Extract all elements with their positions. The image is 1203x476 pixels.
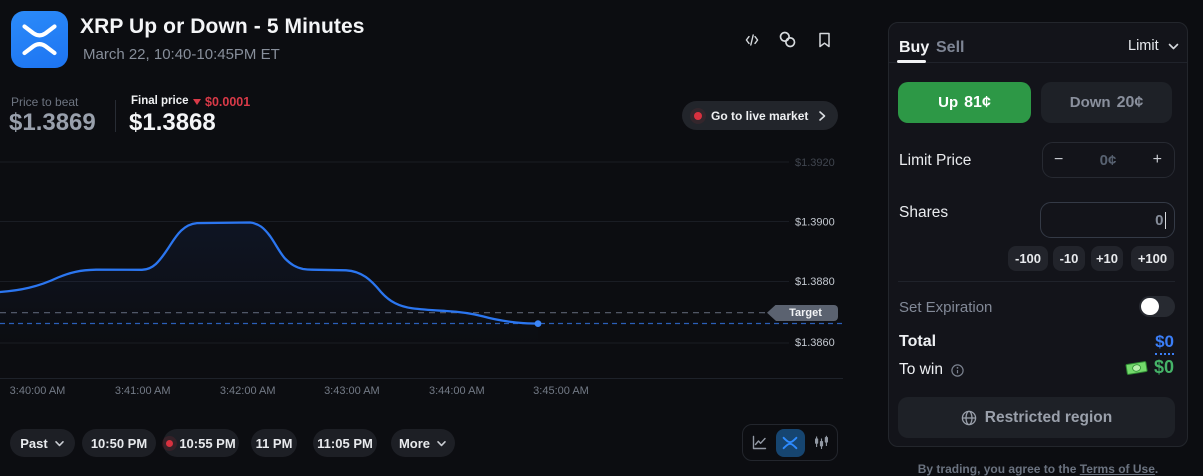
svg-text:3:45:00 AM: 3:45:00 AM xyxy=(533,385,589,397)
svg-text:$1.3920: $1.3920 xyxy=(795,157,835,169)
svg-text:3:44:00 AM: 3:44:00 AM xyxy=(429,385,485,397)
svg-text:3:43:00 AM: 3:43:00 AM xyxy=(324,385,380,397)
svg-text:3:42:00 AM: 3:42:00 AM xyxy=(220,385,276,397)
svg-text:$1.3900: $1.3900 xyxy=(795,217,835,229)
svg-text:3:40:00 AM: 3:40:00 AM xyxy=(10,385,66,397)
svg-text:$1.3880: $1.3880 xyxy=(795,276,835,288)
svg-text:3:41:00 AM: 3:41:00 AM xyxy=(115,385,171,397)
svg-text:$1.3860: $1.3860 xyxy=(795,337,835,349)
